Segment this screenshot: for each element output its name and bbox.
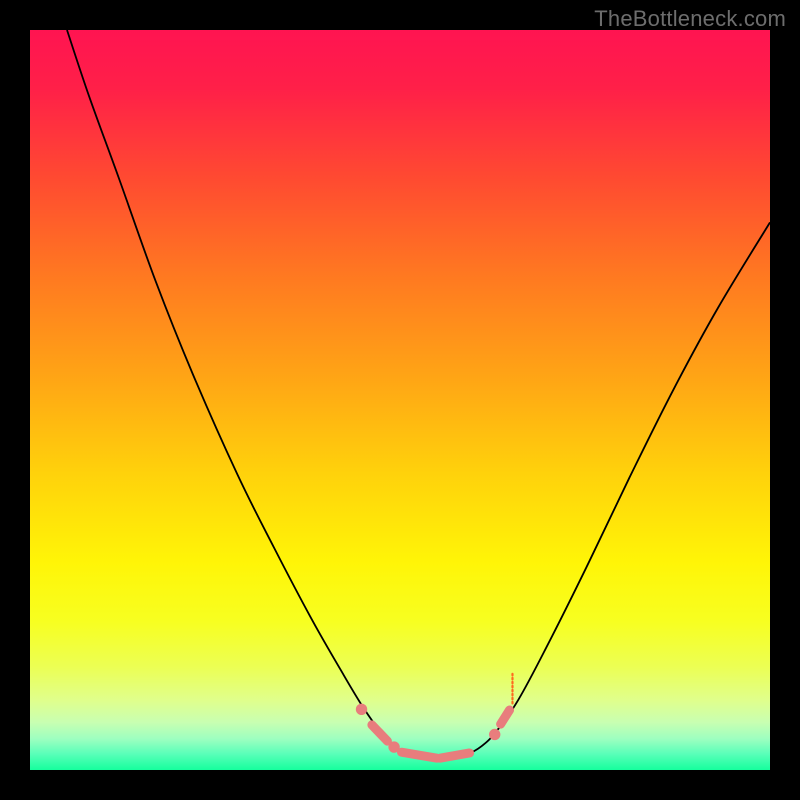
watermark-text: TheBottleneck.com bbox=[594, 6, 786, 32]
marker-pill bbox=[401, 752, 437, 758]
marker-dot bbox=[490, 729, 500, 739]
bottleneck-curve bbox=[67, 30, 770, 759]
marker-dot bbox=[356, 704, 366, 714]
marker-pill bbox=[372, 725, 388, 741]
marker-pill bbox=[501, 710, 510, 724]
marker-pill bbox=[440, 753, 470, 758]
curve-layer bbox=[30, 30, 770, 770]
plot-area bbox=[30, 30, 770, 770]
